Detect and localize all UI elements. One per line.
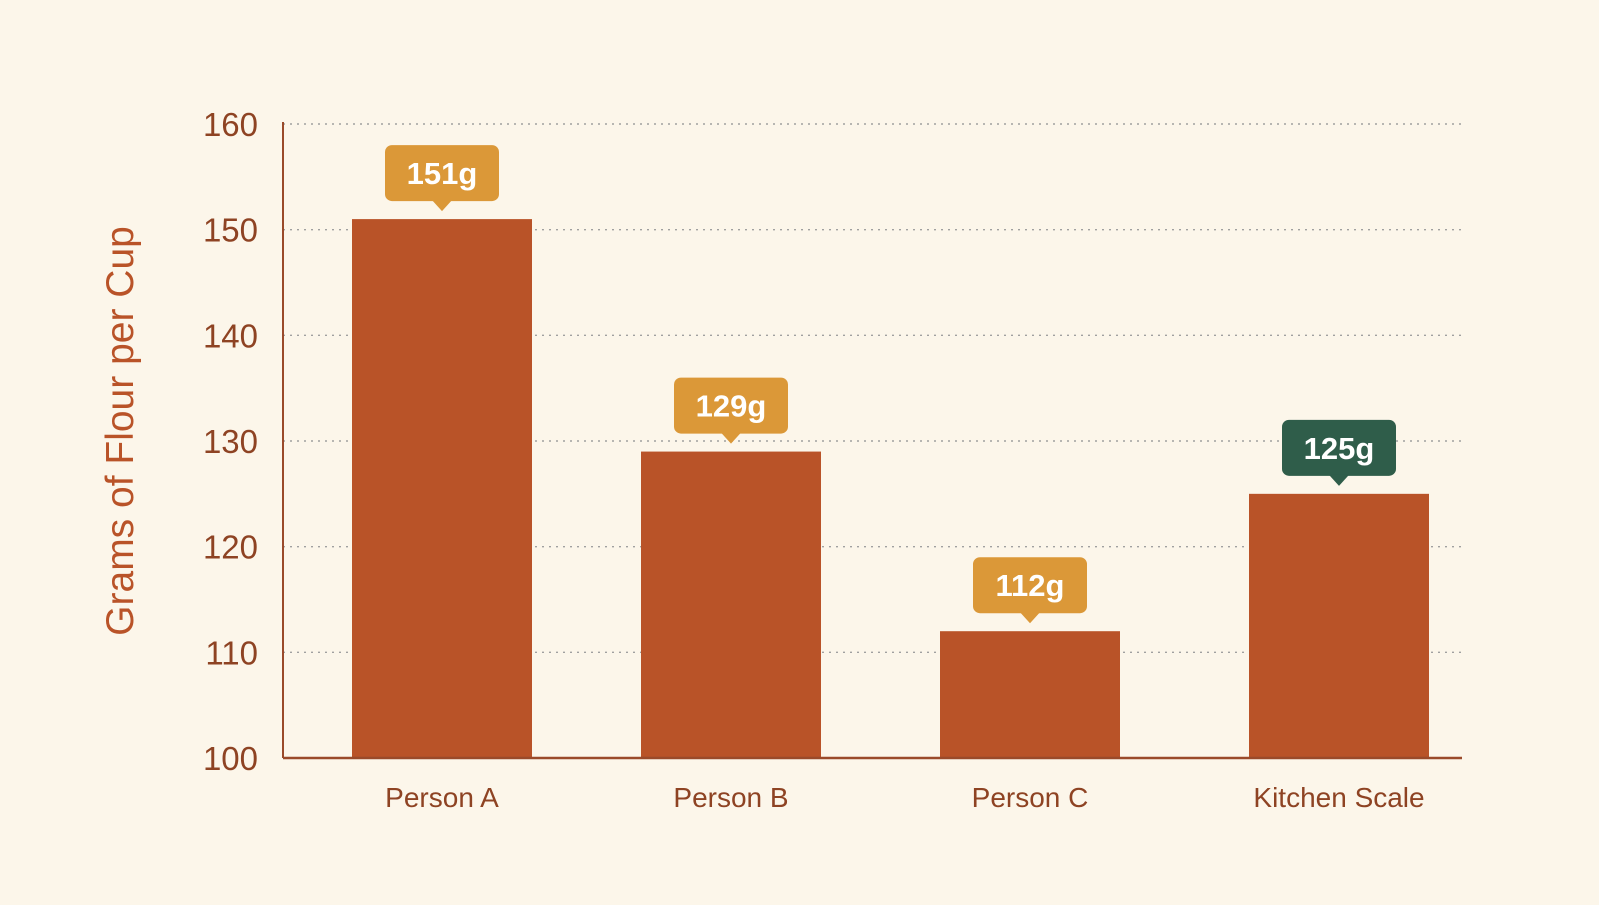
data-label-badge: 129g bbox=[674, 377, 788, 444]
x-tick-label: Person B bbox=[673, 782, 788, 813]
data-label-badge: 125g bbox=[1282, 419, 1396, 486]
data-label-badge: 151g bbox=[385, 145, 499, 212]
data-label: 129g bbox=[696, 389, 767, 424]
data-label-badge: 112g bbox=[973, 557, 1087, 624]
y-tick-label: 120 bbox=[203, 529, 258, 566]
y-tick-label: 110 bbox=[205, 634, 258, 671]
bar-person-b bbox=[641, 451, 821, 758]
y-tick-label: 140 bbox=[203, 317, 258, 354]
badge-pointer bbox=[432, 200, 452, 212]
x-tick-label: Person C bbox=[972, 782, 1089, 813]
data-labels: 151g 129g 112g 125g bbox=[385, 145, 1396, 624]
x-tick-labels: Person A Person B Person C Kitchen Scale bbox=[385, 782, 1424, 813]
badge-pointer bbox=[721, 432, 741, 444]
data-label: 151g bbox=[407, 156, 478, 191]
y-tick-label: 130 bbox=[203, 423, 258, 460]
y-axis-label: Grams of Flour per Cup bbox=[99, 226, 142, 636]
bar-person-c bbox=[940, 631, 1120, 758]
y-tick-label: 100 bbox=[203, 740, 258, 777]
badge-background bbox=[1282, 419, 1396, 476]
y-tick-label: 150 bbox=[203, 212, 258, 249]
bar-kitchen-scale bbox=[1249, 493, 1429, 758]
bars bbox=[352, 219, 1429, 759]
badge-pointer bbox=[1020, 612, 1040, 624]
x-tick-label: Person A bbox=[385, 782, 499, 813]
data-label: 125g bbox=[1304, 431, 1375, 466]
axes bbox=[282, 122, 1462, 760]
badge-background bbox=[973, 557, 1087, 614]
data-label: 112g bbox=[996, 568, 1065, 603]
y-tick-label: 160 bbox=[203, 106, 258, 143]
badge-background bbox=[385, 145, 499, 202]
badge-pointer bbox=[1329, 474, 1349, 486]
bar-person-a bbox=[352, 219, 532, 759]
y-tick-labels: 100 110 120 130 140 150 160 bbox=[203, 106, 258, 777]
badge-background bbox=[674, 377, 788, 434]
x-tick-label: Kitchen Scale bbox=[1253, 782, 1424, 813]
